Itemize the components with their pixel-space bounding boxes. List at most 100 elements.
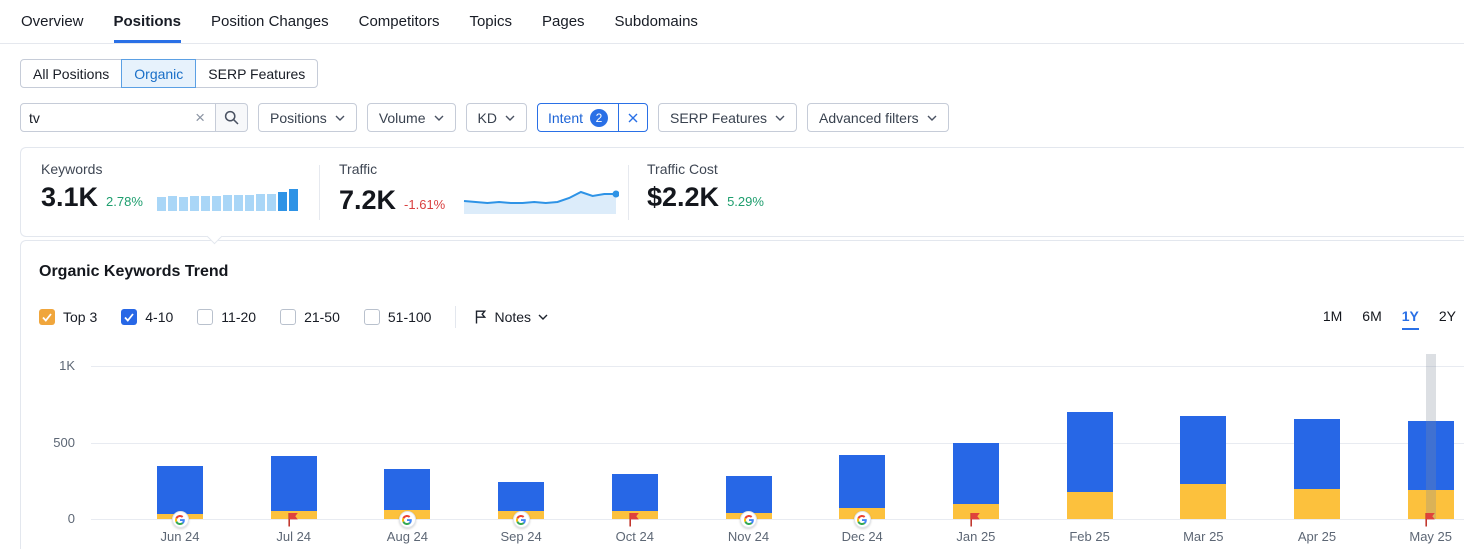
nav-tab-competitors[interactable]: Competitors <box>358 13 440 30</box>
chart-bar-jan-25[interactable] <box>952 443 999 519</box>
nav-tab-overview[interactable]: Overview <box>21 13 84 30</box>
controls-divider <box>455 306 457 328</box>
x-axis-label: Jul 24 <box>276 529 312 544</box>
keywords-sparkline-bar <box>211 196 221 211</box>
organic-keywords-trend-card: Organic Keywords Trend Top 3 4-10 11-20 21-… <box>20 240 1464 549</box>
traffic-sparkline <box>464 190 620 214</box>
google-update-marker[interactable] <box>398 511 416 528</box>
range-1m[interactable]: 1M <box>1322 307 1343 324</box>
chart-controls: Top 3 4-10 11-20 21-50 51-100 Notes 1M 6M 1Y 2Y <box>39 305 1456 330</box>
filter-dropdown-serp-features[interactable]: SERP Features <box>658 103 798 132</box>
bar-segment-4-10 <box>1407 421 1454 490</box>
nav-tabs: Overview Positions Position Changes Competi… <box>21 0 698 43</box>
bar-segment-top-3 <box>1294 489 1340 519</box>
nav-tab-subdomains[interactable]: Subdomains <box>614 13 698 30</box>
notes-flag-icon <box>476 310 487 324</box>
bar-segment-4-10 <box>725 476 772 513</box>
filter-dropdown-advanced-filters[interactable]: Advanced filters <box>807 103 949 132</box>
traffic-cost-stat[interactable]: Traffic Cost $2.2K 5.29% <box>629 148 1464 236</box>
x-axis-label: May 25 <box>1409 529 1453 544</box>
nav-tab-topics[interactable]: Topics <box>469 13 512 30</box>
google-g-icon <box>402 514 413 525</box>
keywords-label: Keywords <box>41 161 103 177</box>
chart-bar-jun-24[interactable] <box>157 466 203 519</box>
legend-checkbox-21-50[interactable]: 21-50 <box>280 309 340 325</box>
google-update-marker[interactable] <box>171 511 189 528</box>
stats-divider <box>319 165 320 220</box>
subtab-all-positions[interactable]: All Positions <box>20 59 123 88</box>
subtab-serp-features[interactable]: SERP Features <box>195 59 319 88</box>
nav-tab-position-changes[interactable]: Position Changes <box>211 13 329 30</box>
range-1y[interactable]: 1Y <box>1401 308 1420 330</box>
x-axis-labels: Jun 24 Jul 24 Aug 24 Sep 24 Oct 24 Nov 24 Dec … <box>91 529 1464 545</box>
traffic-cost-value: $2.2K <box>647 182 720 212</box>
stats-divider <box>628 165 629 220</box>
keywords-value: 3.1K <box>41 182 99 212</box>
filter-dropdown-positions[interactable]: Positions <box>258 103 357 132</box>
chart-bar-mar-25[interactable] <box>1180 416 1227 519</box>
x-axis-label: Jan 25 <box>956 529 996 544</box>
chart-bar-apr-25[interactable] <box>1294 419 1340 519</box>
chevron-down-icon <box>335 115 345 121</box>
x-axis-label: Apr 25 <box>1297 529 1337 544</box>
note-flag-marker[interactable] <box>287 512 300 527</box>
keywords-sparkline-bar <box>167 196 177 211</box>
chart-bar-jul-24[interactable] <box>270 456 317 519</box>
traffic-change: -1.61% <box>404 197 446 212</box>
checkbox-icon <box>39 309 55 325</box>
clear-search-icon[interactable]: × <box>195 108 205 127</box>
nav-tab-pages[interactable]: Pages <box>542 13 585 30</box>
google-update-marker[interactable] <box>853 511 871 528</box>
range-2y[interactable]: 2Y <box>1438 307 1456 324</box>
red-flag-icon <box>970 513 980 527</box>
bar-segment-4-10 <box>270 456 317 511</box>
bar-segment-4-10 <box>157 466 203 514</box>
filter-bar: × Positions Volume KD Intent 2 SERP Featur… <box>20 103 949 132</box>
legend-label: Top 3 <box>63 309 98 325</box>
keywords-sparkline-bar <box>277 192 287 211</box>
chevron-down-icon <box>505 115 515 121</box>
bar-segment-4-10 <box>1066 412 1113 492</box>
subtab-organic[interactable]: Organic <box>121 59 197 88</box>
close-icon <box>628 113 638 122</box>
legend-checkbox-top-3[interactable]: Top 3 <box>39 309 97 325</box>
chart-bar-feb-25[interactable] <box>1066 412 1113 519</box>
intent-clear-button[interactable] <box>618 104 647 131</box>
filter-dropdown-volume[interactable]: Volume <box>366 103 456 132</box>
x-axis-label: Aug 24 <box>386 529 428 544</box>
chart-bar-dec-24[interactable] <box>839 455 886 519</box>
intent-filter: Intent 2 <box>536 103 648 132</box>
legend-checkbox-51-100[interactable]: 51-100 <box>363 309 431 325</box>
hover-guide <box>1425 354 1436 519</box>
search-button[interactable] <box>216 103 248 132</box>
dropdown-label: Positions <box>270 109 327 126</box>
dropdown-label: Volume <box>378 109 426 126</box>
keywords-sparkline-bar <box>156 197 166 211</box>
intent-filter-button[interactable]: Intent 2 <box>538 104 618 131</box>
google-update-marker[interactable] <box>740 511 757 528</box>
keywords-stat[interactable]: Keywords 3.1K 2.78% <box>21 148 319 236</box>
check-icon <box>124 312 134 322</box>
y-axis-label: 500 <box>53 434 75 450</box>
legend-checkbox-11-20[interactable]: 11-20 <box>197 309 256 325</box>
filter-dropdown-kd[interactable]: KD <box>465 103 527 132</box>
notes-label: Notes <box>494 309 532 325</box>
keywords-sparkline-bar <box>233 195 243 211</box>
keywords-sparkline-bar <box>288 189 298 211</box>
notes-button[interactable]: Notes <box>474 309 548 325</box>
google-update-marker[interactable] <box>512 511 530 528</box>
traffic-stat[interactable]: Traffic 7.2K -1.61% <box>320 148 628 236</box>
search-field[interactable]: × <box>20 103 216 132</box>
note-flag-marker[interactable] <box>969 512 982 527</box>
nav-tab-positions[interactable]: Positions <box>113 0 181 43</box>
legend-label: 11-20 <box>221 309 257 325</box>
note-flag-marker[interactable] <box>1424 512 1437 527</box>
chevron-down-icon <box>434 115 444 121</box>
x-axis-label: Sep 24 <box>500 529 542 544</box>
traffic-label: Traffic <box>339 161 378 177</box>
range-6m[interactable]: 6M <box>1362 307 1382 324</box>
legend-checkbox-4-10[interactable]: 4-10 <box>121 309 173 325</box>
search-input[interactable] <box>29 109 194 126</box>
note-flag-marker[interactable] <box>628 512 641 527</box>
keywords-change: 2.78% <box>106 194 143 209</box>
